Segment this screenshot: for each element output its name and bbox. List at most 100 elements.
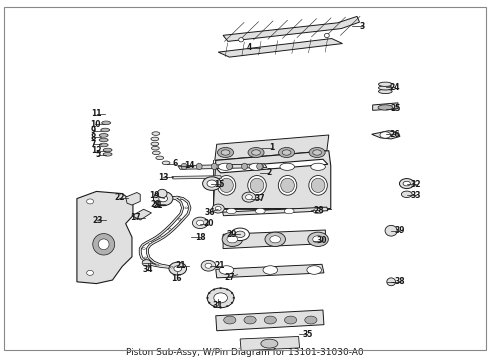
Text: 21: 21 [175,261,185,270]
Text: 15: 15 [215,180,225,189]
Ellipse shape [387,278,395,286]
Ellipse shape [157,189,167,198]
Ellipse shape [403,181,411,186]
Ellipse shape [305,316,317,324]
Polygon shape [216,264,324,278]
Text: 3: 3 [359,22,365,31]
Text: 1: 1 [269,143,274,152]
Ellipse shape [309,148,325,157]
Text: 25: 25 [390,104,400,113]
Ellipse shape [281,178,294,193]
Ellipse shape [213,306,215,307]
Ellipse shape [220,288,221,289]
Ellipse shape [151,142,159,146]
Text: 27: 27 [224,273,235,282]
Text: 30: 30 [317,236,327,245]
Text: 35: 35 [302,330,313,339]
Ellipse shape [170,266,173,268]
Ellipse shape [245,195,252,200]
Ellipse shape [206,297,208,298]
Ellipse shape [153,192,173,206]
Ellipse shape [309,176,327,195]
Ellipse shape [378,89,392,94]
Ellipse shape [227,236,238,243]
Text: 18: 18 [195,233,205,242]
Ellipse shape [250,178,264,193]
Polygon shape [77,192,133,284]
Ellipse shape [99,134,108,137]
Text: 9: 9 [90,126,96,135]
Ellipse shape [280,163,294,170]
Ellipse shape [307,266,321,274]
Ellipse shape [87,270,94,275]
Ellipse shape [226,289,228,290]
Ellipse shape [144,257,147,259]
Ellipse shape [103,148,112,152]
Ellipse shape [174,266,182,271]
Ellipse shape [151,147,159,150]
Ellipse shape [226,306,228,307]
Text: 33: 33 [410,190,421,199]
Ellipse shape [178,198,181,199]
Text: 24: 24 [390,83,400,92]
Text: 31: 31 [213,301,223,310]
Text: 4: 4 [246,43,251,52]
Ellipse shape [226,208,236,214]
Ellipse shape [222,232,243,247]
Polygon shape [222,207,328,216]
Ellipse shape [201,260,216,271]
Polygon shape [213,151,331,208]
Polygon shape [215,135,329,160]
Ellipse shape [278,176,297,195]
Ellipse shape [193,217,208,229]
Ellipse shape [196,220,204,226]
Ellipse shape [219,266,234,274]
Text: 6: 6 [172,159,178,168]
Text: 34: 34 [142,265,153,274]
Ellipse shape [220,307,221,308]
Text: 17: 17 [130,213,141,222]
Ellipse shape [311,163,325,170]
Polygon shape [223,17,360,41]
Text: 7: 7 [90,140,96,149]
Ellipse shape [156,264,159,266]
Ellipse shape [213,289,215,290]
Ellipse shape [263,266,278,274]
Ellipse shape [239,38,244,42]
Text: 14: 14 [184,161,194,170]
Ellipse shape [313,236,323,243]
Ellipse shape [181,163,187,170]
Ellipse shape [205,263,212,268]
Ellipse shape [265,232,286,247]
Ellipse shape [278,148,294,157]
Ellipse shape [208,292,210,294]
Text: 22: 22 [114,193,124,202]
Ellipse shape [378,105,392,110]
Ellipse shape [178,219,181,220]
Ellipse shape [233,297,235,298]
Polygon shape [372,131,400,139]
Ellipse shape [399,179,414,189]
Ellipse shape [224,316,236,324]
Ellipse shape [156,156,164,159]
Ellipse shape [98,239,109,249]
Ellipse shape [311,178,325,193]
Text: 10: 10 [90,120,100,129]
Ellipse shape [143,248,146,249]
Ellipse shape [149,242,152,243]
Ellipse shape [151,137,159,141]
Polygon shape [218,39,343,57]
Text: 37: 37 [254,194,265,203]
Text: 21: 21 [215,261,225,270]
Ellipse shape [99,143,108,147]
Text: 23: 23 [92,216,102,225]
Ellipse shape [103,153,112,156]
Ellipse shape [207,180,217,187]
Ellipse shape [207,288,234,308]
Ellipse shape [255,208,265,214]
Text: 13: 13 [158,173,169,182]
Ellipse shape [169,262,187,275]
Ellipse shape [231,302,233,303]
Ellipse shape [226,163,232,170]
Text: 20: 20 [203,219,214,228]
